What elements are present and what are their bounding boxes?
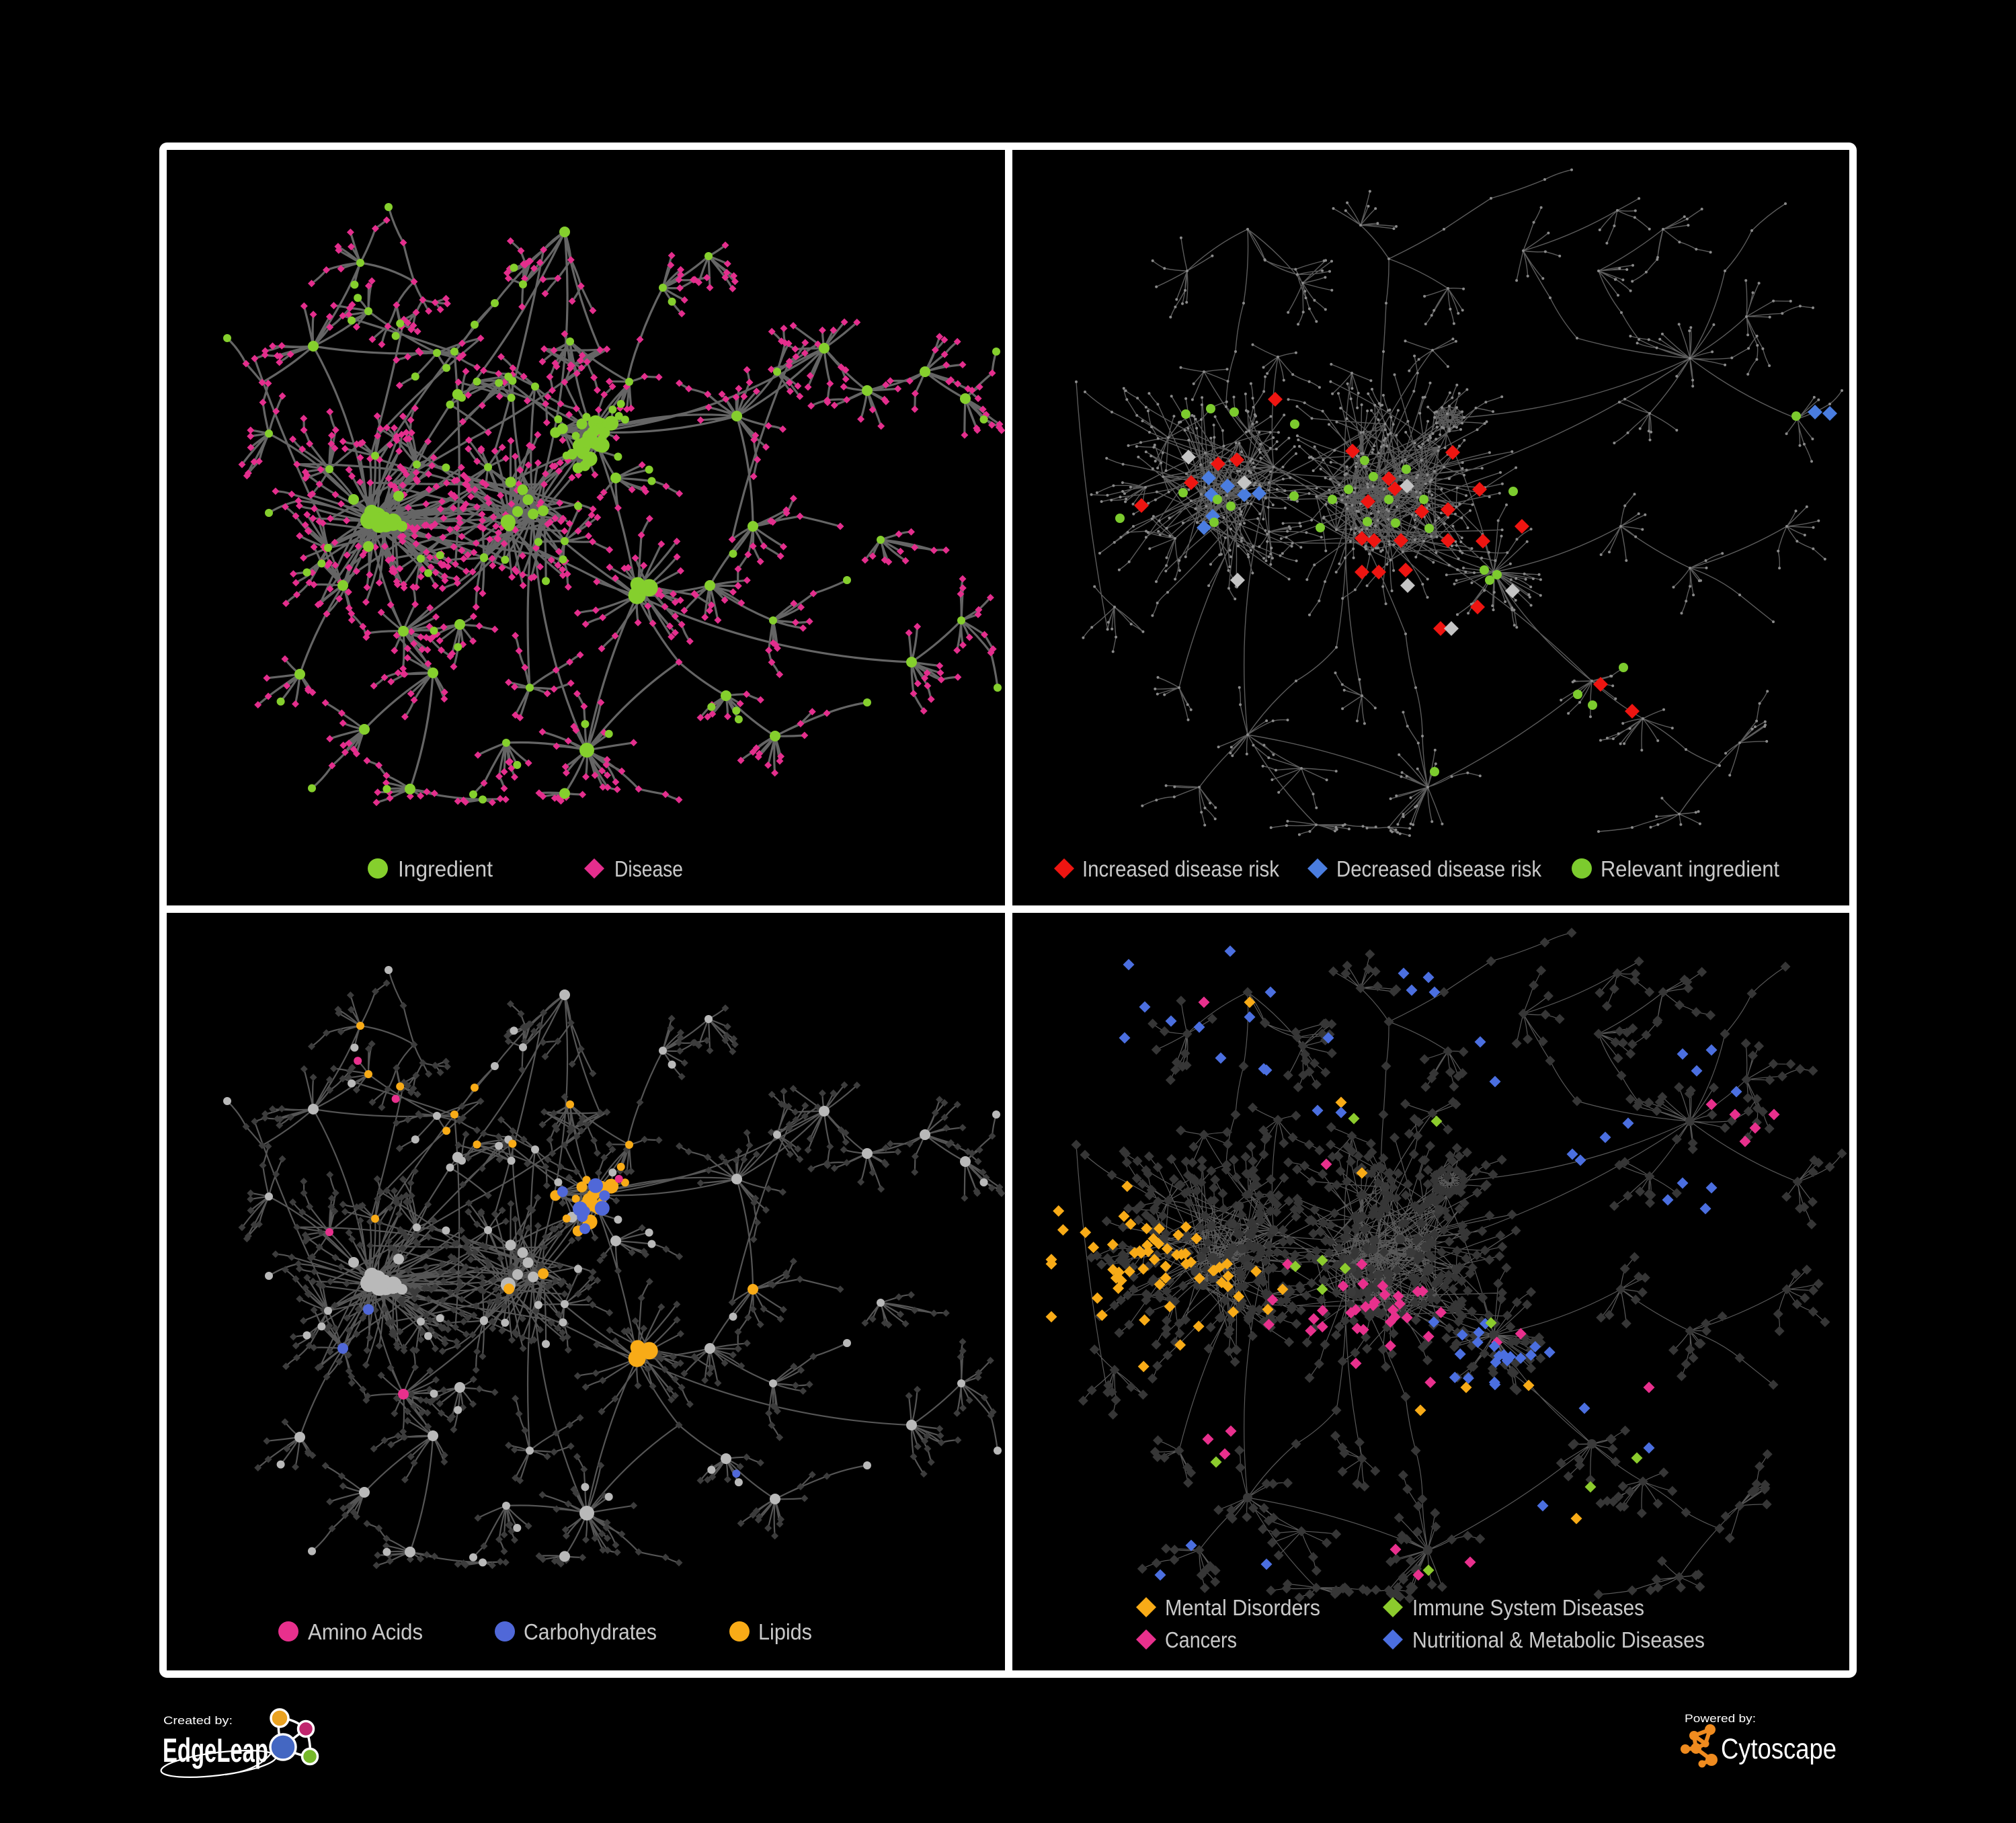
svg-text:Carbohydrates: Carbohydrates [524,1619,657,1644]
svg-text:Powered by:: Powered by: [1685,1712,1756,1725]
svg-text:Increased disease risk: Increased disease risk [1082,856,1279,881]
svg-text:Disease: Disease [614,856,683,881]
svg-text:Nutritional & Metabolic Diseas: Nutritional & Metabolic Diseases [1412,1627,1705,1652]
svg-text:Mental Disorders: Mental Disorders [1165,1595,1320,1620]
svg-text:Created by:: Created by: [163,1714,233,1727]
svg-text:Immune System Diseases: Immune System Diseases [1412,1595,1644,1620]
svg-text:Relevant ingredient: Relevant ingredient [1601,856,1779,881]
svg-text:Decreased disease risk: Decreased disease risk [1336,856,1541,881]
svg-text:Lipids: Lipids [758,1619,812,1644]
svg-text:Cytoscape: Cytoscape [1721,1733,1837,1765]
svg-text:Ingredient: Ingredient [398,856,493,881]
svg-text:Amino Acids: Amino Acids [308,1619,423,1644]
svg-text:Cancers: Cancers [1165,1627,1237,1652]
